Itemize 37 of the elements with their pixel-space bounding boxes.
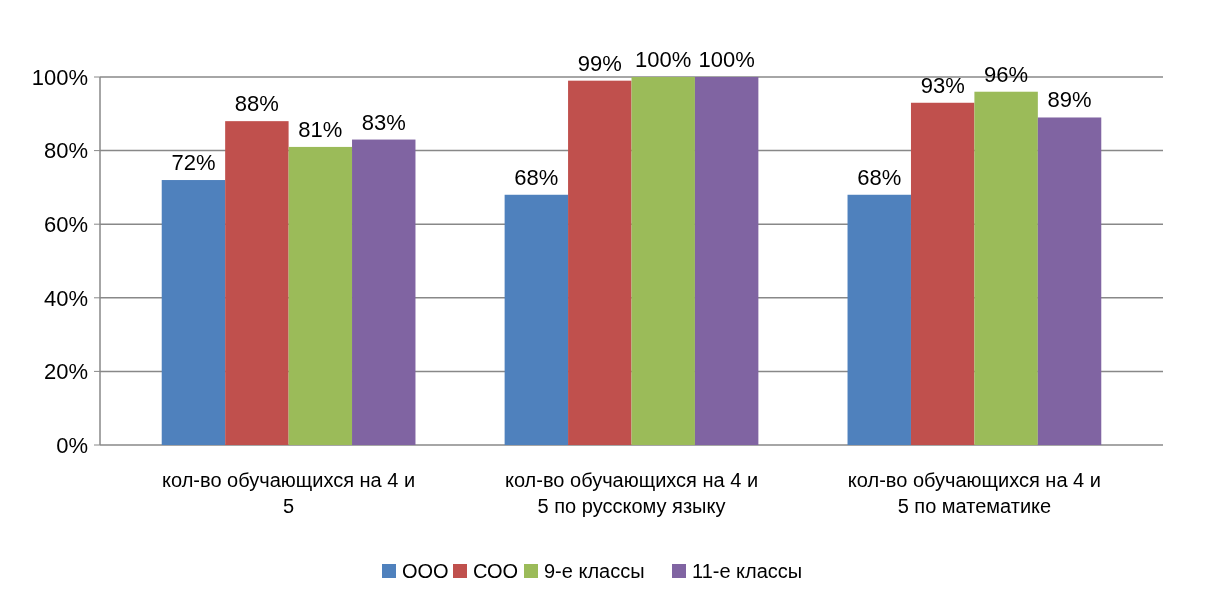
data-label: 68% bbox=[857, 164, 902, 190]
data-label: 81% bbox=[298, 116, 343, 142]
bar bbox=[910, 102, 975, 445]
data-label: 93% bbox=[920, 72, 965, 98]
legend-label: 11-е классы bbox=[692, 560, 803, 582]
bar bbox=[568, 80, 632, 445]
y-tick-label: 60% bbox=[43, 211, 88, 237]
bar bbox=[504, 194, 569, 445]
bar bbox=[631, 77, 695, 445]
bar bbox=[974, 91, 1038, 445]
bar bbox=[161, 180, 226, 445]
y-tick-label: 80% bbox=[43, 138, 88, 164]
bar bbox=[1037, 117, 1102, 445]
legend-label: ООО bbox=[402, 560, 449, 582]
legend-label: СОО bbox=[473, 560, 519, 582]
x-tick-label: кол-во обучающихся на 4 и 5 по русскому языку bbox=[504, 469, 759, 517]
data-label: 99% bbox=[577, 50, 622, 76]
data-label: 72% bbox=[171, 150, 216, 176]
bar bbox=[847, 194, 911, 445]
x-tick-label: кол-во обучающихся на 4 и 5 по математике bbox=[847, 469, 1101, 517]
bar bbox=[225, 121, 289, 445]
y-tick-label: 40% bbox=[43, 285, 88, 311]
bar bbox=[352, 139, 416, 445]
data-label: 68% bbox=[514, 164, 559, 190]
bar bbox=[288, 146, 353, 445]
data-label: 89% bbox=[1047, 87, 1092, 113]
data-label: 100% bbox=[698, 47, 755, 72]
y-tick-label: 20% bbox=[43, 359, 88, 385]
y-tick-label: 100% bbox=[31, 64, 88, 90]
legend-label: 9-е классы bbox=[544, 560, 645, 582]
bar bbox=[694, 77, 759, 445]
x-tick-label: кол-во обучающихся на 4 и 5 bbox=[162, 469, 416, 517]
data-label: 83% bbox=[361, 109, 406, 135]
data-label: 88% bbox=[234, 91, 279, 117]
data-label: 100% bbox=[635, 47, 692, 72]
y-tick-label: 0% bbox=[56, 432, 88, 458]
data-label: 96% bbox=[984, 61, 1029, 87]
